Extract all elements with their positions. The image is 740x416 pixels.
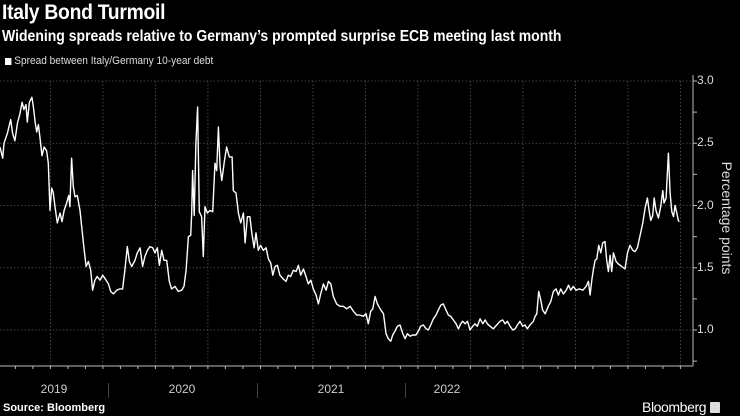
- bloomberg-chart-icon: [710, 401, 721, 413]
- year-divider: [108, 383, 109, 398]
- y-tick-label: 2.0: [697, 198, 714, 212]
- year-divider: [405, 383, 406, 398]
- y-tick-label: 1.0: [697, 322, 714, 336]
- chart-title: Italy Bond Turmoil: [2, 1, 166, 24]
- y-axis-title: Percentage points: [719, 161, 735, 275]
- y-tick-label: 2.5: [697, 135, 714, 149]
- x-tick-label: 2021: [317, 382, 345, 396]
- y-tick-label: 1.5: [697, 260, 714, 274]
- legend: Spread between Italy/Germany 10-year deb…: [5, 55, 213, 67]
- legend-swatch: [5, 57, 12, 65]
- y-tick-label: 3.0: [697, 73, 714, 87]
- x-tick-label: 2020: [168, 382, 196, 396]
- year-divider: [257, 383, 258, 398]
- x-tick-label: 2019: [40, 382, 68, 396]
- series-line: [0, 96, 680, 342]
- chart-subtitle: Widening spreads relative to Germany’s p…: [2, 28, 562, 45]
- source-note: Source: Bloomberg: [3, 402, 106, 414]
- bloomberg-logo: Bloomberg: [642, 399, 721, 415]
- x-tick-label: 2022: [433, 382, 461, 396]
- legend-label: Spread between Italy/Germany 10-year deb…: [14, 55, 214, 67]
- brand-name: Bloomberg: [642, 399, 707, 415]
